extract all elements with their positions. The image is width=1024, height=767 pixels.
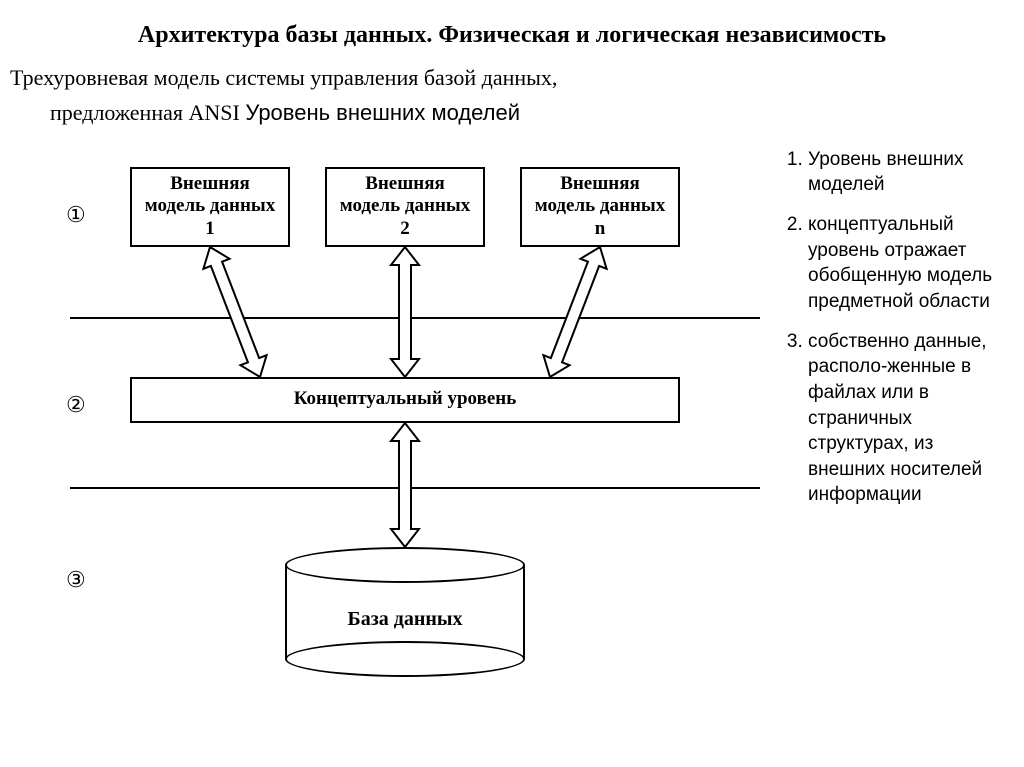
double-arrow: [197, 242, 273, 382]
list-area: Уровень внешних моделей концептуальный ур…: [780, 147, 1010, 522]
level-marker: ①: [66, 202, 86, 228]
diagram: ① ② ③ Внешняя модель данных 1 Внешняя модель…: [60, 147, 760, 707]
database-label: База данных: [285, 608, 525, 631]
list-item: концептуальный уровень отражает обобщенн…: [808, 212, 1010, 315]
double-arrow: [537, 242, 613, 382]
database-cylinder: База данных: [285, 547, 525, 677]
subtitle-line-2: предложенная ANSI Уровень внешних моделе…: [0, 94, 1024, 129]
diagram-box-extn: Внешняя модель данных n: [520, 167, 680, 247]
subtitle-prefix: предложенная ANSI: [50, 100, 245, 125]
double-arrow: [391, 247, 419, 377]
subtitle-sans: Уровень внешних моделей: [245, 100, 520, 125]
diagram-box-ext2: Внешняя модель данных 2: [325, 167, 485, 247]
level-marker: ③: [66, 567, 86, 593]
side-list: Уровень внешних моделей концептуальный ур…: [780, 147, 1010, 508]
diagram-box-conc: Концептуальный уровень: [130, 377, 680, 423]
diagram-box-label: Концептуальный уровень: [288, 384, 523, 415]
diagram-box-ext1: Внешняя модель данных 1: [130, 167, 290, 247]
double-arrow: [391, 423, 419, 547]
list-item: собственно данные, располо-женные в файл…: [808, 329, 1010, 508]
page-title: Архитектура базы данных. Физическая и ло…: [0, 0, 1024, 59]
subtitle-line-1: Трехуровневая модель системы управления …: [0, 59, 1024, 94]
level-marker: ②: [66, 392, 86, 418]
diagram-box-label: Внешняя модель данных n: [522, 169, 678, 245]
list-item: Уровень внешних моделей: [808, 147, 1010, 198]
diagram-box-label: Внешняя модель данных 2: [327, 169, 483, 245]
diagram-box-label: Внешняя модель данных 1: [132, 169, 288, 245]
